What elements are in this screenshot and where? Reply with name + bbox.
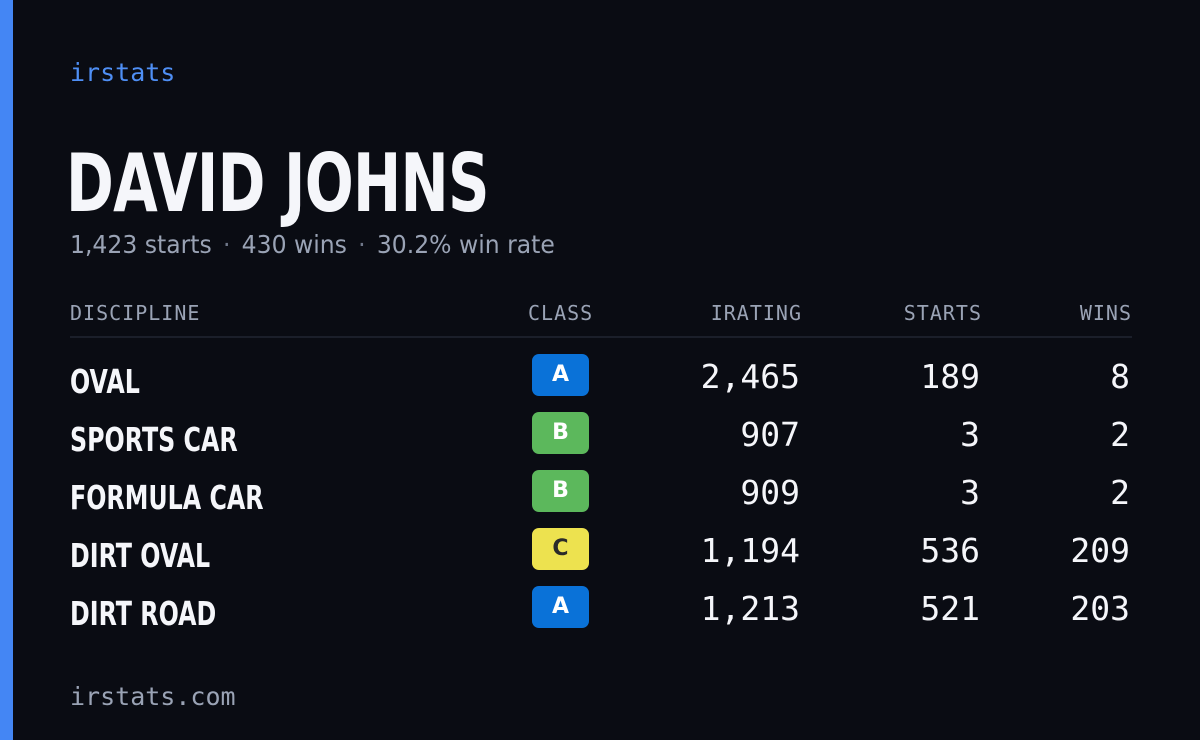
accent-bar xyxy=(0,0,13,740)
class-badge: C xyxy=(532,528,589,570)
total-wins: 430 wins xyxy=(241,230,347,259)
row-wins: 2 xyxy=(1110,473,1130,512)
player-summary: 1,423 starts · 430 wins · 30.2% win rate xyxy=(70,228,555,262)
class-badge: B xyxy=(532,470,589,512)
row-irating: 909 xyxy=(740,473,800,512)
row-discipline: SPORTS CAR xyxy=(70,420,238,459)
summary-separator: · xyxy=(222,230,231,259)
class-badge: A xyxy=(532,354,589,396)
row-wins: 2 xyxy=(1110,415,1130,454)
row-discipline: DIRT OVAL xyxy=(70,536,211,575)
discipline-stats-table: DISCIPLINE CLASS IRATING STARTS WINS OVA… xyxy=(70,296,1132,644)
row-irating: 907 xyxy=(740,415,800,454)
brand-logo-text[interactable]: irstats xyxy=(70,58,176,87)
row-starts: 189 xyxy=(920,357,980,396)
table-row: DIRT ROAD A 1,213 521 203 xyxy=(70,586,1132,644)
table-row: DIRT OVAL C 1,194 536 209 xyxy=(70,528,1132,586)
table-row: OVAL A 2,465 189 8 xyxy=(70,354,1132,412)
player-name: DAVID JOHNS xyxy=(66,137,489,230)
footer-site-link[interactable]: irstats.com xyxy=(70,682,236,711)
class-badge: A xyxy=(532,586,589,628)
row-starts: 536 xyxy=(920,531,980,570)
total-starts: 1,423 starts xyxy=(70,230,212,259)
class-badge: B xyxy=(532,412,589,454)
table-row: FORMULA CAR B 909 3 2 xyxy=(70,470,1132,528)
row-discipline: DIRT ROAD xyxy=(70,594,217,633)
row-irating: 2,465 xyxy=(700,357,800,396)
win-rate: 30.2% win rate xyxy=(376,230,555,259)
row-starts: 3 xyxy=(960,415,980,454)
table-header: DISCIPLINE CLASS IRATING STARTS WINS xyxy=(70,296,1132,338)
table-body: OVAL A 2,465 189 8 SPORTS CAR B 907 3 2 … xyxy=(70,354,1132,644)
row-starts: 3 xyxy=(960,473,980,512)
row-wins: 8 xyxy=(1110,357,1130,396)
row-discipline: OVAL xyxy=(70,362,140,401)
row-starts: 521 xyxy=(920,589,980,628)
header-irating: IRATING xyxy=(710,301,802,325)
header-discipline: DISCIPLINE xyxy=(70,301,201,325)
row-discipline: FORMULA CAR xyxy=(70,478,264,517)
table-row: SPORTS CAR B 907 3 2 xyxy=(70,412,1132,470)
row-irating: 1,213 xyxy=(700,589,800,628)
row-wins: 209 xyxy=(1070,531,1130,570)
header-starts: STARTS xyxy=(903,301,982,325)
header-class: CLASS xyxy=(528,301,594,325)
row-wins: 203 xyxy=(1070,589,1130,628)
row-irating: 1,194 xyxy=(700,531,800,570)
header-wins: WINS xyxy=(1079,301,1132,325)
summary-separator: · xyxy=(358,230,366,259)
